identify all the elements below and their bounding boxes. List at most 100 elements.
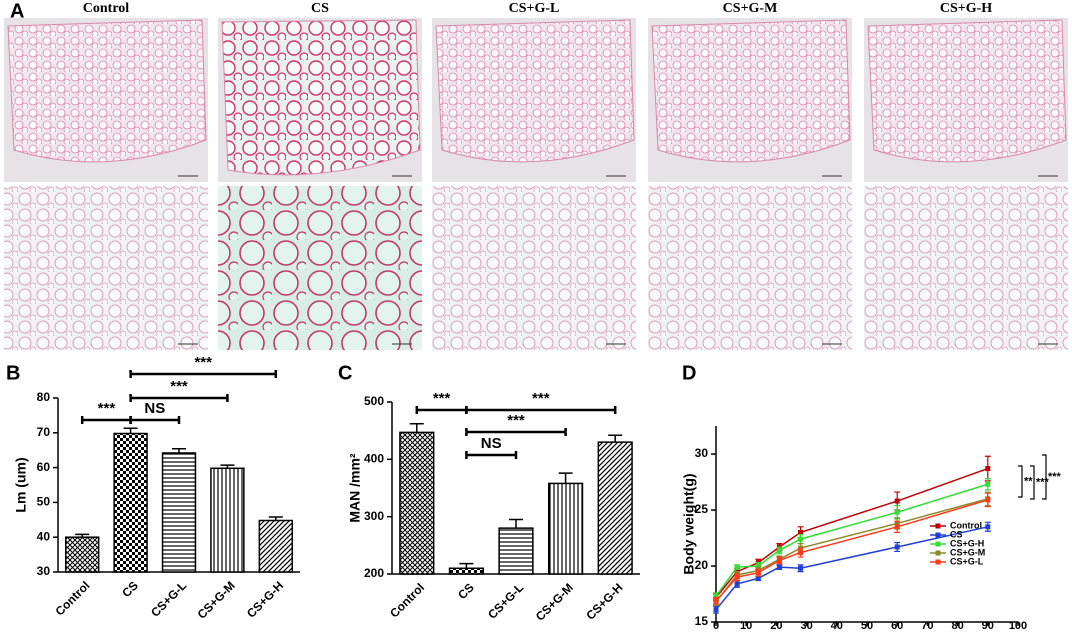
significance-label: NS — [144, 400, 165, 417]
significance-bracket — [1042, 454, 1047, 500]
bar — [258, 519, 294, 573]
x-tick-label: 100 — [1009, 620, 1027, 632]
point — [776, 564, 782, 570]
y-tick-label: 60 — [37, 460, 51, 474]
x-tick-label: 10 — [740, 620, 752, 632]
point — [713, 607, 719, 613]
x-tick-label: CS — [455, 580, 477, 602]
significance-bracket — [415, 406, 468, 414]
x-tick-label: CS+G-L — [148, 578, 189, 619]
tissue — [7, 19, 207, 163]
x-tick-label: 90 — [982, 620, 994, 632]
error-bar — [123, 427, 138, 434]
significance-label: *** — [194, 354, 212, 371]
point — [798, 536, 804, 542]
panel-label: A — [10, 0, 24, 22]
x-tick-label: 20 — [770, 620, 782, 632]
tissue — [651, 19, 851, 163]
x-tick-label: CS — [119, 578, 141, 600]
point — [985, 466, 991, 472]
point — [894, 524, 900, 530]
y-tick-label: 30 — [695, 446, 709, 460]
x-tick-label: Control — [387, 580, 427, 620]
x-tick-label: 70 — [921, 620, 933, 632]
point — [713, 593, 719, 599]
bar — [448, 567, 485, 575]
legend-marker — [935, 559, 941, 565]
x-tick-label: 30 — [800, 620, 812, 632]
error-bar — [558, 472, 573, 484]
significance-label: *** — [98, 400, 116, 417]
y-tick-label: 300 — [364, 509, 384, 523]
y-tick-label: 80 — [37, 390, 51, 404]
column-title: Control — [83, 1, 130, 16]
histology-image — [432, 186, 636, 350]
tissue — [435, 19, 635, 163]
significance-label: *** — [433, 390, 451, 407]
x-tick-label: CS+G-H — [244, 578, 286, 620]
x-tick-label: 0 — [713, 620, 719, 632]
legend-label: CS+G-L — [950, 556, 984, 566]
point — [985, 481, 991, 487]
legend-label: CS+G-H — [950, 538, 984, 548]
x-tick-label: 60 — [891, 620, 903, 632]
point — [734, 564, 740, 570]
y-axis-label: MAN /mm² — [347, 453, 363, 523]
x-tick-label: CS+G-H — [583, 580, 625, 622]
error-bar — [268, 516, 283, 521]
point — [734, 581, 740, 587]
bar — [161, 452, 197, 573]
panel-label: C — [338, 362, 352, 384]
legend-label: CS+G-M — [950, 547, 985, 557]
tissue — [867, 19, 1067, 163]
x-tick-label: 40 — [831, 620, 843, 632]
legend-marker — [935, 532, 941, 538]
point — [798, 565, 804, 571]
point — [755, 563, 761, 569]
x-tick-label: 50 — [861, 620, 873, 632]
x-tick-label: CS+G-L — [485, 580, 526, 621]
error-bar — [409, 423, 424, 433]
panel-label: D — [682, 362, 696, 384]
significance-bracket — [465, 406, 617, 414]
error-bar — [608, 434, 623, 443]
error-bar — [172, 448, 186, 453]
significance-bracket — [129, 394, 229, 402]
legend-marker — [935, 550, 941, 556]
significance-label: NS — [481, 435, 502, 452]
significance-bracket — [465, 428, 567, 436]
panel-label: B — [6, 362, 20, 384]
bar — [547, 482, 584, 575]
bar — [113, 432, 148, 573]
significance-label: *** — [507, 412, 525, 429]
error-bar — [509, 518, 523, 529]
bar — [210, 467, 245, 573]
y-tick-label: 50 — [37, 495, 51, 509]
y-tick-label: 70 — [37, 425, 51, 439]
point — [985, 497, 991, 503]
y-tick-label: 400 — [364, 452, 384, 466]
bar — [498, 527, 534, 575]
legend-label: Control — [950, 520, 982, 530]
histology-image — [218, 186, 422, 350]
column-title: CS — [311, 1, 329, 16]
significance-bracket — [465, 451, 518, 459]
point — [713, 598, 719, 604]
histology-image — [4, 186, 208, 350]
error-bar — [220, 464, 235, 469]
legend-marker — [935, 523, 941, 529]
legend-marker — [935, 541, 941, 547]
point — [798, 529, 804, 535]
bar — [597, 441, 633, 575]
significance-bracket — [80, 416, 132, 424]
point — [798, 550, 804, 556]
column-title: CS+G-M — [723, 1, 778, 16]
point — [985, 524, 991, 530]
significance-bracket — [1018, 465, 1023, 498]
error-bar — [75, 533, 90, 538]
significance-bracket — [129, 370, 278, 378]
line — [715, 498, 988, 603]
error-bar — [459, 562, 474, 569]
y-tick-label: 30 — [37, 564, 51, 578]
